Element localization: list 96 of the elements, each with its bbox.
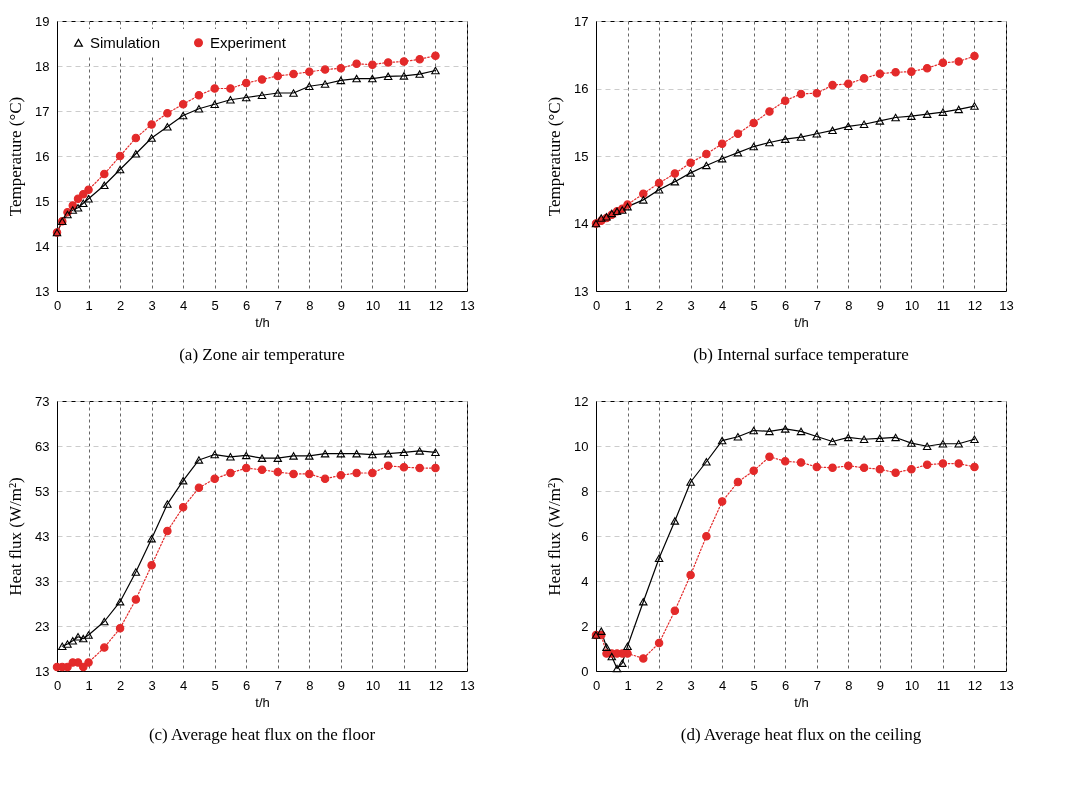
x-tick-label: 7 (813, 297, 821, 313)
y-tick-label: 12 (574, 393, 589, 409)
x-tick-label: 1 (85, 677, 93, 693)
y-tick-label: 2 (581, 618, 589, 634)
y-tick-label: 43 (35, 528, 50, 544)
y-tick-label: 19 (35, 13, 50, 29)
text: (d) Average heat flux on the ceiling (680, 725, 922, 744)
y-tick-label: 8 (581, 483, 589, 499)
x-tick-label: 1 (624, 677, 632, 693)
x-tick-label: 9 (876, 677, 884, 693)
x-tick-label: 6 (243, 297, 251, 313)
x-tick-label: 12 (967, 677, 983, 693)
x-tick-label: 9 (337, 297, 345, 313)
x-tick-label: 13 (460, 297, 475, 313)
y-tick-label: 17 (574, 13, 589, 29)
y-tick-label: 17 (35, 103, 50, 119)
legend-label: Experiment (210, 33, 287, 51)
x-tick-label: 11 (397, 297, 412, 313)
x-tick-label: 5 (211, 677, 219, 693)
y-tick-label: 14 (35, 238, 50, 254)
x-tick-label: 4 (180, 297, 188, 313)
x-tick-label: 10 (365, 297, 381, 313)
x-tick-label: 8 (306, 297, 314, 313)
y-tick-label: 15 (35, 193, 50, 209)
x-tick-label: 7 (813, 677, 821, 693)
x-tick-label: 0 (53, 677, 62, 693)
y-tick-label: 53 (35, 483, 50, 499)
x-axis-title: t/h (794, 694, 809, 710)
x-tick-label: 2 (655, 677, 664, 693)
x-tick-label: 7 (274, 677, 282, 693)
x-tick-label: 2 (116, 297, 125, 313)
y-axis-title: Temperature (°C) (545, 96, 565, 217)
x-tick-label: 5 (211, 297, 219, 313)
x-tick-label: 12 (428, 677, 444, 693)
x-tick-label: 2 (116, 677, 125, 693)
x-tick-label: 8 (306, 677, 314, 693)
x-tick-label: 13 (460, 677, 475, 693)
x-tick-label: 13 (999, 297, 1014, 313)
x-tick-label: 13 (999, 677, 1014, 693)
x-tick-label: 4 (719, 297, 727, 313)
y-tick-label: 18 (35, 58, 50, 74)
y-tick-label: 13 (35, 663, 50, 679)
x-tick-label: 8 (845, 297, 853, 313)
y-tick-label: 63 (35, 438, 50, 454)
y-tick-label: 15 (574, 148, 589, 164)
y-axis-title: Heat flux (W/m²) (545, 477, 565, 596)
x-tick-label: 3 (148, 677, 156, 693)
y-tick-label: 16 (35, 148, 50, 164)
legend-label: Simulation (90, 33, 161, 51)
x-tick-label: 0 (592, 297, 601, 313)
x-tick-label: 1 (624, 297, 632, 313)
x-tick-label: 1 (85, 297, 93, 313)
y-tick-label: 33 (35, 573, 50, 589)
x-tick-label: 4 (180, 677, 188, 693)
y-tick-label: 4 (581, 573, 589, 589)
x-tick-label: 3 (687, 297, 695, 313)
x-tick-label: 0 (592, 677, 601, 693)
x-axis-title: t/h (255, 694, 270, 710)
x-tick-label: 6 (782, 297, 790, 313)
x-tick-label: 6 (243, 677, 251, 693)
text: (a) Zone air temperature (179, 345, 345, 364)
y-tick-label: 73 (35, 393, 50, 409)
x-tick-label: 6 (782, 677, 790, 693)
x-tick-label: 11 (397, 677, 412, 693)
x-axis-title: t/h (255, 314, 270, 330)
x-axis-title: t/h (794, 314, 809, 330)
y-tick-label: 14 (574, 216, 589, 231)
x-tick-label: 2 (655, 297, 664, 313)
y-tick-label: 6 (581, 528, 589, 544)
y-tick-label: 13 (574, 283, 589, 299)
y-tick-label: 13 (35, 283, 50, 299)
x-tick-label: 8 (845, 677, 853, 693)
x-tick-label: 12 (428, 297, 444, 313)
y-tick-label: 23 (35, 618, 50, 634)
x-tick-label: 7 (274, 297, 282, 313)
y-tick-label: 10 (574, 438, 589, 454)
x-tick-label: 12 (967, 297, 983, 313)
x-tick-label: 9 (876, 297, 884, 313)
y-tick-label: 16 (574, 81, 589, 96)
x-tick-label: 3 (687, 677, 695, 693)
x-tick-label: 10 (365, 677, 381, 693)
y-tick-label: 0 (581, 663, 589, 679)
text: (c) Average heat flux on the floor (148, 725, 376, 744)
x-tick-label: 4 (719, 677, 727, 693)
x-tick-label: 11 (936, 677, 951, 693)
x-tick-label: 11 (936, 297, 951, 313)
y-axis-title: Heat flux (W/m²) (6, 477, 26, 596)
x-tick-label: 5 (750, 297, 758, 313)
x-tick-label: 10 (904, 677, 920, 693)
x-tick-label: 5 (750, 677, 758, 693)
text: (b) Internal surface temperature (693, 345, 909, 364)
x-tick-label: 0 (53, 297, 62, 313)
y-axis-title: Temperature (°C) (6, 96, 26, 217)
x-tick-label: 3 (148, 297, 156, 313)
x-tick-label: 10 (904, 297, 920, 313)
x-tick-label: 9 (337, 677, 345, 693)
